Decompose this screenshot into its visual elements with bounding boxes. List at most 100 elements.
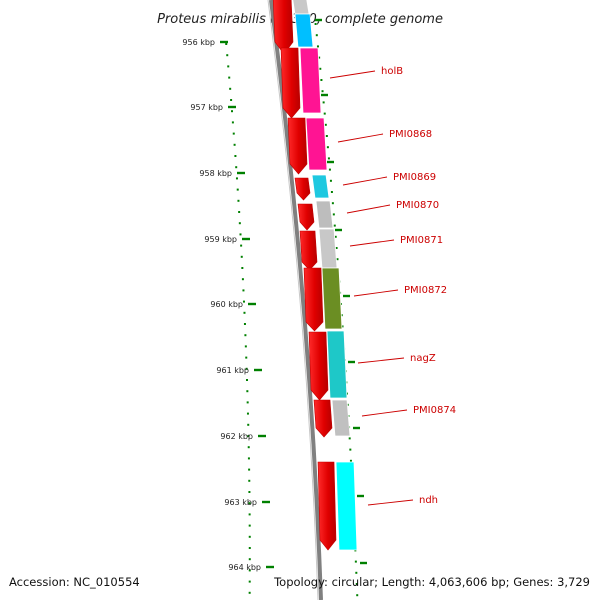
ruler-dot bbox=[241, 267, 244, 269]
right-ruler-tick bbox=[343, 294, 350, 298]
ruler-dot bbox=[247, 457, 250, 460]
right-ruler-dot bbox=[328, 168, 331, 171]
gene-block-pmi0870 bbox=[315, 200, 334, 229]
ruler-dot bbox=[243, 323, 246, 325]
right-ruler-dot bbox=[333, 224, 336, 227]
right-ruler-dot bbox=[319, 67, 322, 70]
ruler-dot bbox=[248, 547, 251, 549]
right-ruler-dot bbox=[341, 325, 344, 328]
right-ruler-dot bbox=[354, 560, 357, 563]
gene-label-leader bbox=[329, 70, 376, 79]
ruler-dot bbox=[246, 412, 249, 415]
gene-label-leader bbox=[349, 239, 395, 247]
ruler-tick-label: 961 kbp bbox=[216, 366, 249, 375]
gene-label-nagz: nagZ bbox=[410, 353, 436, 364]
right-ruler-dot bbox=[355, 583, 358, 585]
ruler-dot bbox=[232, 132, 235, 135]
gene-block-holb bbox=[299, 47, 322, 114]
ruler-dot bbox=[247, 446, 250, 449]
right-ruler-dot bbox=[336, 258, 339, 261]
right-ruler-tick bbox=[360, 561, 367, 565]
cds-arrow bbox=[287, 117, 308, 175]
right-ruler-tick bbox=[353, 426, 360, 430]
right-ruler-dot bbox=[349, 448, 352, 451]
cds-arrow bbox=[313, 399, 333, 438]
ruler-major-tick bbox=[258, 434, 266, 438]
ruler-dot bbox=[241, 278, 244, 281]
ruler-dot bbox=[238, 211, 241, 213]
ruler-major-tick bbox=[254, 368, 262, 372]
ruler-dot bbox=[248, 569, 251, 572]
gene-block-pmi0872 bbox=[321, 267, 343, 330]
ruler-dot bbox=[246, 401, 249, 404]
ruler-dot bbox=[229, 87, 232, 90]
cds-arrow bbox=[308, 331, 329, 401]
ruler-dot bbox=[242, 289, 245, 292]
gene-label-leader bbox=[337, 133, 384, 143]
ruler-tick-label: 960 kbp bbox=[210, 300, 243, 309]
ruler-tick-label: 956 kbp bbox=[182, 38, 215, 47]
right-ruler-dot bbox=[325, 135, 328, 137]
ruler-dot bbox=[231, 110, 234, 113]
ruler-dot bbox=[248, 468, 251, 471]
cds-arrow bbox=[280, 47, 301, 119]
gene-labels: holB PMI0868 PMI0869 PMI0870 PMI0871 PMI0872 n… bbox=[329, 66, 456, 506]
cds-arrow bbox=[303, 267, 324, 332]
right-ruler-dot bbox=[322, 101, 325, 104]
right-ruler-dot bbox=[356, 594, 359, 597]
ruler-dot bbox=[234, 155, 237, 157]
ruler-dot bbox=[248, 558, 251, 561]
gene-label-leader bbox=[361, 409, 408, 417]
ruler-dot bbox=[236, 188, 239, 191]
right-ruler-tick bbox=[315, 18, 322, 22]
cds-track bbox=[272, 0, 337, 551]
gene-label-pmi0871: PMI0871 bbox=[400, 235, 443, 246]
right-ruler-dot bbox=[329, 179, 332, 182]
ruler-dot bbox=[242, 300, 245, 303]
right-ruler-tick bbox=[348, 360, 355, 364]
ruler-tick-label: 958 kbp bbox=[199, 169, 232, 178]
ruler-major-tick bbox=[248, 302, 256, 306]
gene-label-pmi0868: PMI0868 bbox=[389, 129, 432, 140]
genome-backbone-highlight bbox=[267, 0, 319, 600]
ruler-tick-label: 963 kbp bbox=[224, 498, 257, 507]
gene-label-pmi0870: PMI0870 bbox=[396, 200, 439, 211]
right-ruler-dot bbox=[335, 247, 338, 249]
right-ruler-dot bbox=[355, 571, 358, 574]
ruler-major-tick bbox=[220, 40, 228, 44]
cds-arrow bbox=[299, 230, 318, 271]
ruler-dot bbox=[244, 334, 247, 337]
ruler-dot bbox=[231, 121, 234, 124]
gene-label-leader bbox=[353, 289, 399, 297]
ruler-dot bbox=[246, 390, 249, 393]
ruler-major-tick bbox=[266, 565, 274, 569]
ruler-dot bbox=[248, 524, 251, 527]
ruler-dot bbox=[230, 99, 233, 101]
ruler-dot bbox=[245, 367, 248, 370]
cds-arrow bbox=[317, 461, 337, 551]
genome-summary-text: Topology: circular; Length: 4,063,606 bp… bbox=[273, 575, 590, 589]
ruler-dot bbox=[225, 43, 228, 45]
gene-block bbox=[294, 13, 314, 48]
gene-block-pmi0868 bbox=[305, 117, 328, 171]
gene-label-leader bbox=[357, 357, 405, 364]
gene-block-pmi0869 bbox=[311, 174, 330, 199]
ruler-dot bbox=[246, 379, 249, 381]
gene-label-leader bbox=[367, 499, 414, 506]
ruler-major-tick bbox=[228, 105, 236, 109]
ruler-dot bbox=[247, 423, 250, 426]
ruler-major-tick bbox=[237, 171, 245, 175]
ruler-dot bbox=[226, 54, 229, 57]
right-ruler-dot bbox=[315, 34, 318, 37]
right-ruler-tick bbox=[327, 160, 334, 164]
right-ruler-dot bbox=[324, 123, 327, 126]
right-ruler-dot bbox=[327, 157, 330, 160]
gene-block-pmi0874 bbox=[331, 399, 351, 437]
ruler-dot bbox=[235, 166, 238, 169]
ruler-dot bbox=[227, 65, 230, 68]
ruler-dot bbox=[240, 244, 243, 247]
right-ruler-dot bbox=[348, 437, 351, 440]
ruler-dot bbox=[237, 199, 240, 202]
right-ruler-dot bbox=[323, 112, 326, 115]
